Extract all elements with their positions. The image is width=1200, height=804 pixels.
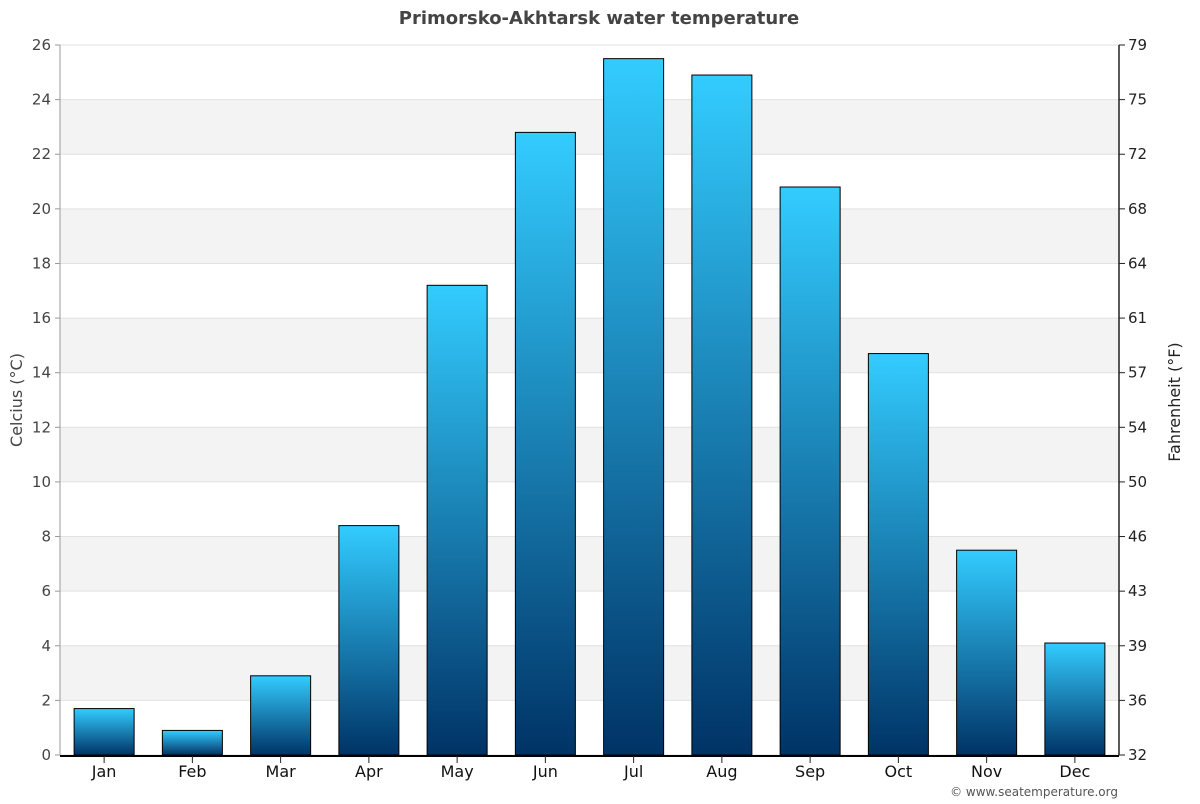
bar-jan: [73, 708, 135, 756]
y-tick-label: 4: [41, 637, 51, 655]
grid-band: [60, 536, 1119, 592]
bar-aug: [691, 74, 753, 756]
x-tick-label: Sep: [795, 762, 825, 781]
y2-tick-label: 57: [1128, 364, 1147, 382]
chart-title: Primorsko-Akhtarsk water temperature: [399, 8, 800, 29]
bar-sep: [779, 186, 841, 756]
x-tick-label: Jul: [623, 762, 643, 781]
y-axis-label: Celcius (°C): [7, 353, 26, 447]
y-tick-label: 24: [32, 91, 51, 109]
y2-tick-label: 46: [1128, 528, 1147, 546]
grid-band: [60, 318, 1119, 373]
x-tick-label: Apr: [355, 762, 383, 781]
grid-band: [60, 99, 1119, 155]
y2-tick-label: 72: [1128, 145, 1147, 163]
y2-tick-label: 68: [1128, 200, 1147, 218]
y-tick-label: 18: [32, 254, 51, 272]
y2-tick-label: 61: [1128, 309, 1147, 327]
y2-axis-label: Fahrenheit (°F): [1165, 342, 1184, 461]
x-tick-label: Nov: [971, 762, 1002, 781]
y-tick-label: 2: [41, 691, 51, 709]
bar-apr: [338, 525, 400, 756]
bar-mar: [250, 675, 312, 756]
x-tick-label: Dec: [1059, 762, 1090, 781]
y-tick-label: 22: [32, 145, 51, 163]
y-tick-label: 10: [32, 473, 51, 491]
y-tick-label: 8: [41, 528, 51, 546]
bar-nov: [956, 549, 1018, 756]
x-tick-label: Mar: [266, 762, 297, 781]
x-tick-label: Feb: [178, 762, 206, 781]
y-tick-label: 26: [32, 36, 51, 54]
y2-tick-label: 39: [1128, 637, 1147, 655]
x-tick-label: Jun: [532, 762, 558, 781]
x-tick-label: Jan: [91, 762, 117, 781]
y-tick-label: 0: [41, 746, 51, 764]
y2-tick-label: 32: [1128, 746, 1147, 764]
x-tick-label: Oct: [885, 762, 913, 781]
grid-band: [60, 645, 1119, 701]
y-tick-label: 14: [32, 364, 51, 382]
bar-jun: [514, 131, 576, 756]
y2-tick-label: 54: [1128, 418, 1147, 436]
bar-may: [426, 284, 488, 756]
x-tick-label: Aug: [706, 762, 737, 781]
bar-feb: [161, 729, 223, 756]
y-tick-label: 16: [32, 309, 51, 327]
bar-dec: [1044, 642, 1106, 756]
x-tick-label: May: [441, 762, 474, 781]
grid-band: [60, 427, 1119, 482]
bar-jul: [603, 58, 665, 756]
y-tick-label: 6: [41, 582, 51, 600]
y2-tick-label: 43: [1128, 582, 1147, 600]
y2-tick-label: 36: [1128, 691, 1147, 709]
bar-oct: [867, 353, 929, 756]
y-tick-label: 20: [32, 200, 51, 218]
y2-tick-label: 64: [1128, 254, 1147, 272]
grid-band: [60, 208, 1119, 264]
y-tick-label: 12: [32, 418, 51, 436]
credit-text: © www.seatemperature.org: [950, 785, 1118, 799]
y2-tick-label: 75: [1128, 91, 1147, 109]
y2-tick-label: 50: [1128, 473, 1147, 491]
y2-tick-label: 79: [1128, 36, 1147, 54]
